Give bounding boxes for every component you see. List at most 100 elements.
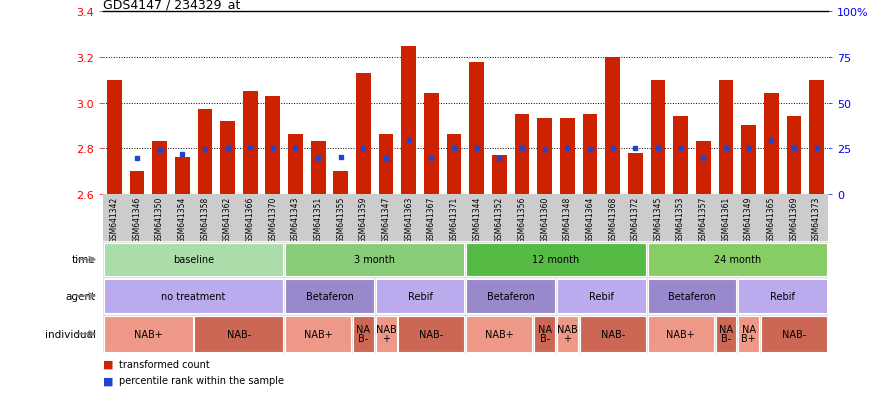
Text: GSM641364: GSM641364 bbox=[585, 197, 594, 243]
Bar bbox=[242, 92, 257, 194]
Text: GSM641348: GSM641348 bbox=[562, 197, 571, 242]
Text: GSM641366: GSM641366 bbox=[246, 197, 255, 243]
Text: NAB-: NAB- bbox=[780, 329, 805, 339]
Text: 12 month: 12 month bbox=[532, 255, 579, 265]
Bar bbox=[198, 110, 212, 194]
Text: NAB-: NAB- bbox=[226, 329, 250, 339]
Text: ■: ■ bbox=[103, 375, 114, 385]
Bar bbox=[285, 243, 464, 276]
Text: Rebif: Rebif bbox=[769, 291, 794, 301]
Text: GSM641343: GSM641343 bbox=[291, 197, 299, 243]
Bar bbox=[763, 94, 778, 194]
Bar bbox=[560, 119, 574, 194]
Text: baseline: baseline bbox=[173, 255, 214, 265]
Text: NAB
+: NAB + bbox=[375, 325, 396, 343]
Text: GSM641352: GSM641352 bbox=[494, 197, 503, 242]
Bar bbox=[310, 142, 325, 194]
Bar bbox=[285, 316, 350, 352]
Text: GSM641345: GSM641345 bbox=[653, 197, 662, 243]
Text: GSM641351: GSM641351 bbox=[313, 197, 322, 242]
Bar bbox=[220, 121, 234, 194]
Bar bbox=[738, 316, 758, 352]
Text: NAB+: NAB+ bbox=[134, 329, 163, 339]
Text: NA
B-: NA B- bbox=[356, 325, 370, 343]
Text: GSM641342: GSM641342 bbox=[110, 197, 119, 242]
Bar bbox=[582, 115, 596, 194]
Bar bbox=[446, 135, 461, 194]
Text: GSM641371: GSM641371 bbox=[449, 197, 458, 242]
Bar bbox=[556, 316, 578, 352]
Bar bbox=[130, 171, 144, 194]
Text: NAB+: NAB+ bbox=[485, 329, 513, 339]
Text: transformed count: transformed count bbox=[119, 359, 209, 369]
Text: GSM641353: GSM641353 bbox=[675, 197, 684, 243]
Text: NAB
+: NAB + bbox=[556, 325, 577, 343]
Bar bbox=[104, 316, 192, 352]
Bar bbox=[288, 135, 302, 194]
Bar bbox=[628, 153, 642, 194]
Bar bbox=[375, 316, 396, 352]
Bar bbox=[808, 81, 823, 194]
Bar bbox=[740, 126, 755, 194]
Bar bbox=[718, 81, 732, 194]
Bar bbox=[106, 81, 122, 194]
Text: GSM641358: GSM641358 bbox=[200, 197, 209, 242]
Text: Rebif: Rebif bbox=[407, 291, 432, 301]
Text: GSM641359: GSM641359 bbox=[358, 197, 367, 243]
Text: GSM641368: GSM641368 bbox=[608, 197, 617, 242]
Bar bbox=[104, 243, 283, 276]
Text: GSM641349: GSM641349 bbox=[743, 197, 752, 243]
Text: Rebif: Rebif bbox=[588, 291, 613, 301]
Text: GSM641344: GSM641344 bbox=[472, 197, 481, 243]
Text: GSM641369: GSM641369 bbox=[789, 197, 797, 243]
Text: agent: agent bbox=[65, 291, 96, 301]
Bar bbox=[424, 94, 438, 194]
Text: time: time bbox=[72, 255, 96, 265]
Bar bbox=[647, 243, 826, 276]
Text: GSM641347: GSM641347 bbox=[381, 197, 390, 243]
Bar bbox=[356, 74, 370, 194]
Text: GSM641356: GSM641356 bbox=[517, 197, 526, 243]
Bar bbox=[152, 142, 167, 194]
Text: GSM641367: GSM641367 bbox=[426, 197, 435, 243]
Text: Betaferon: Betaferon bbox=[305, 291, 353, 301]
Text: GSM641346: GSM641346 bbox=[132, 197, 141, 243]
Bar bbox=[468, 62, 484, 194]
Bar bbox=[174, 158, 190, 194]
Bar bbox=[378, 135, 393, 194]
Text: GSM641373: GSM641373 bbox=[811, 197, 820, 243]
Text: no treatment: no treatment bbox=[161, 291, 225, 301]
Text: GSM641355: GSM641355 bbox=[336, 197, 345, 243]
Bar bbox=[375, 280, 464, 313]
Text: NA
B-: NA B- bbox=[718, 325, 732, 343]
Text: GSM641360: GSM641360 bbox=[540, 197, 549, 243]
Bar bbox=[760, 316, 826, 352]
Text: GSM641363: GSM641363 bbox=[404, 197, 413, 243]
Text: GSM641357: GSM641357 bbox=[698, 197, 707, 243]
Bar bbox=[786, 117, 800, 194]
Bar bbox=[398, 316, 464, 352]
Text: NAB+: NAB+ bbox=[303, 329, 333, 339]
Text: GSM641362: GSM641362 bbox=[223, 197, 232, 242]
Bar bbox=[466, 316, 532, 352]
Bar bbox=[266, 97, 280, 194]
Text: Betaferon: Betaferon bbox=[667, 291, 715, 301]
Bar bbox=[466, 280, 554, 313]
Text: ■: ■ bbox=[103, 359, 114, 369]
Bar bbox=[556, 280, 645, 313]
Text: individual: individual bbox=[45, 329, 96, 339]
Bar bbox=[492, 156, 506, 194]
Text: NAB+: NAB+ bbox=[665, 329, 695, 339]
Bar bbox=[672, 117, 687, 194]
Text: GSM641372: GSM641372 bbox=[630, 197, 639, 242]
Text: NAB-: NAB- bbox=[418, 329, 443, 339]
Bar bbox=[194, 316, 283, 352]
Text: GSM641370: GSM641370 bbox=[268, 197, 277, 243]
Bar bbox=[647, 316, 713, 352]
Text: NA
B+: NA B+ bbox=[740, 325, 755, 343]
Text: NA
B-: NA B- bbox=[537, 325, 551, 343]
Bar bbox=[579, 316, 645, 352]
Bar bbox=[333, 171, 348, 194]
Bar bbox=[714, 316, 736, 352]
Bar bbox=[696, 142, 710, 194]
